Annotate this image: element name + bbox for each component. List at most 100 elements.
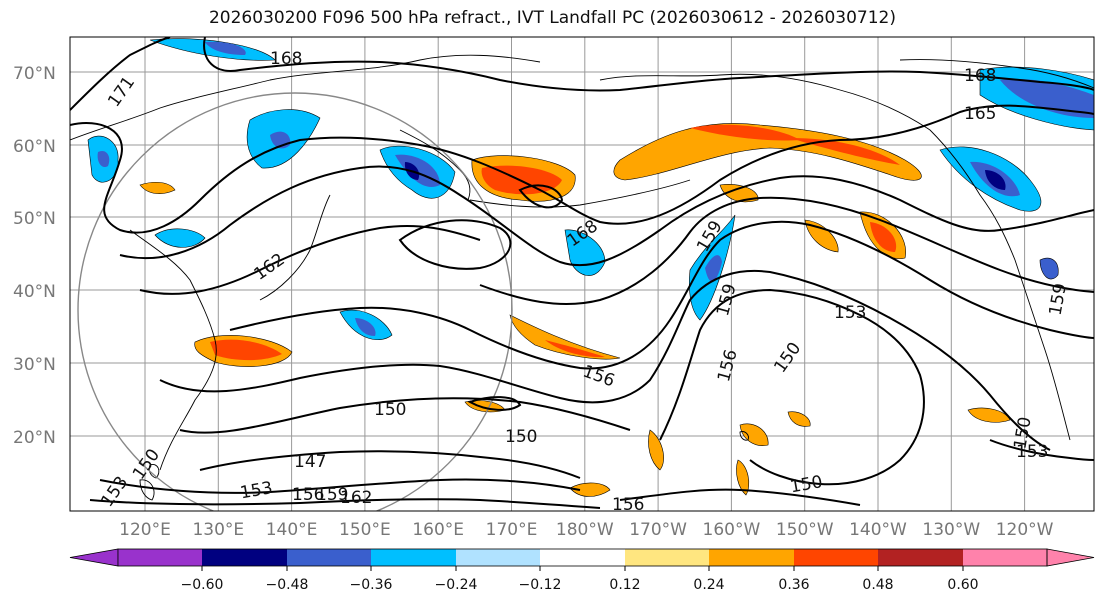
island-philippines <box>139 479 155 501</box>
lon-label: 150°E <box>339 520 391 540</box>
coastline-canada-north <box>899 59 1094 89</box>
contour-162 <box>119 165 1094 267</box>
colorbar-outline <box>117 548 1048 567</box>
neg-patch <box>705 255 722 282</box>
coastline-asia <box>70 54 541 141</box>
contour-loop-center <box>398 219 512 270</box>
neg-patch <box>1000 78 1094 118</box>
contour-153-east <box>989 439 1094 461</box>
pos-patch <box>690 124 800 141</box>
colorbar-tick-label: 0.60 <box>947 577 978 593</box>
contour-label: 153 <box>1016 442 1048 462</box>
contour-label: 153 <box>834 303 866 323</box>
colorbar-segment <box>878 549 963 566</box>
lon-label: 120°E <box>119 520 171 540</box>
colorbar-tick-label: 0.12 <box>609 577 640 593</box>
contour-153 <box>159 269 1051 451</box>
contour-159-east <box>479 196 1094 305</box>
pos-patch <box>569 482 611 497</box>
positive-anomaly-patches <box>139 123 1011 497</box>
lat-label: 40°N <box>13 282 56 302</box>
lon-label: 150°W <box>776 520 834 540</box>
map-frame <box>69 36 1095 512</box>
pos-patch <box>139 181 176 194</box>
coastline-east-asia <box>129 229 217 471</box>
pos-patch <box>870 222 897 252</box>
neg-patch <box>97 150 110 168</box>
pos-patch <box>648 429 664 471</box>
lon-label: 140°E <box>266 520 318 540</box>
coastline-japan <box>259 194 331 301</box>
colorbar-tick-label: −0.24 <box>435 577 478 593</box>
island-hawaii <box>739 431 749 441</box>
colorbar-segment <box>540 549 625 566</box>
contour-label: 162 <box>340 488 372 508</box>
contour-171 <box>70 37 171 111</box>
lon-label: 180°W <box>556 520 614 540</box>
lat-label: 70°N <box>13 64 56 84</box>
pos-patch <box>545 340 605 358</box>
lon-label: 120°W <box>996 520 1054 540</box>
contour-168-north <box>203 37 1094 92</box>
lon-label: 170°E <box>486 520 538 540</box>
latitude-labels: 70°N 60°N 50°N 40°N 30°N 20°N <box>13 64 56 448</box>
contour-147 <box>199 450 581 479</box>
pos-patch <box>804 219 839 253</box>
contour-label: 165 <box>964 104 996 124</box>
contour-label: 168 <box>270 49 302 69</box>
lat-label: 60°N <box>13 137 56 157</box>
colorbar-segment <box>456 549 540 566</box>
coastline-aleutians <box>469 179 691 208</box>
lat-label: 50°N <box>13 209 56 229</box>
region-circle <box>77 92 513 511</box>
coastline-alaska <box>599 73 1071 441</box>
neg-patch <box>205 41 246 55</box>
contour-label: 150 <box>374 400 406 420</box>
lon-label: 170°W <box>629 520 687 540</box>
colorbar-segment <box>709 549 794 566</box>
contour-label: 150 <box>505 427 537 447</box>
colorbar-segment <box>287 549 371 566</box>
lon-label: 160°E <box>412 520 464 540</box>
pos-patch <box>719 184 759 203</box>
pos-patch <box>613 123 922 181</box>
neg-patch <box>1039 257 1059 280</box>
colorbar-tick-label: 0.36 <box>778 577 809 593</box>
contour-lower-1 <box>99 478 581 494</box>
contour-150-mid <box>659 288 925 486</box>
lat-label: 30°N <box>13 355 56 375</box>
contour-165 <box>70 104 1094 234</box>
colorbar-segment <box>794 549 878 566</box>
map-panel: 171 168 168 165 168 162 159 159 153 159 … <box>70 37 1094 511</box>
lon-label: 130°W <box>922 520 980 540</box>
contour-156-south <box>619 488 861 506</box>
pos-patch <box>210 339 282 361</box>
contour-150-west <box>179 397 631 434</box>
colorbar-segment <box>963 549 1047 566</box>
contour-156 <box>229 220 1094 370</box>
lon-label: 140°W <box>849 520 907 540</box>
contour-label: 156 <box>292 485 324 505</box>
neg-patch <box>985 170 1006 190</box>
neg-patch <box>154 228 206 248</box>
colorbar: −0.60 −0.48 −0.36 −0.24 −0.12 0.12 0.24 0.36 0.4… <box>69 548 1095 593</box>
lon-label: 130°E <box>192 520 244 540</box>
colorbar-segment <box>625 549 709 566</box>
colorbar-tick-label: 0.24 <box>693 577 724 593</box>
refractivity-contours <box>70 37 1094 509</box>
pos-patch <box>787 411 811 427</box>
island-taiwan <box>148 464 160 479</box>
contour-label: 168 <box>964 66 996 86</box>
colorbar-tick-label: −0.36 <box>350 577 393 593</box>
colorbar-segment <box>202 549 287 566</box>
colorbar-tick-label: −0.48 <box>266 577 309 593</box>
lon-label: 160°W <box>703 520 761 540</box>
pos-patch <box>790 138 900 165</box>
colorbar-tick-label: 0.48 <box>862 577 893 593</box>
lat-label: 20°N <box>13 428 56 448</box>
contour-sea-of-okhotsk <box>518 184 564 209</box>
contour-159-west <box>139 224 481 295</box>
colorbar-tick-label: −0.60 <box>181 577 224 593</box>
pos-patch <box>967 407 1011 423</box>
